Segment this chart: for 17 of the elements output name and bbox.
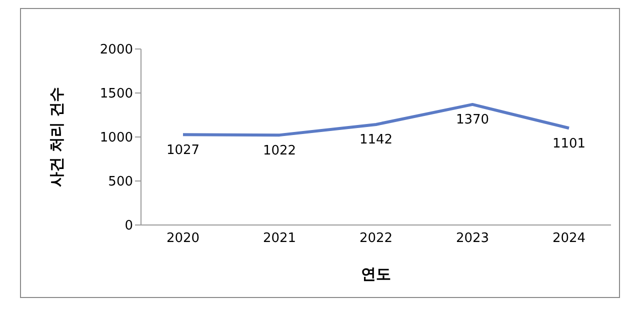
- y-tick-label: 1000: [100, 130, 133, 146]
- data-label: 1101: [552, 136, 586, 152]
- x-tick-label: 2020: [166, 231, 200, 246]
- y-tick-label: 2000: [100, 42, 133, 58]
- data-label: 1370: [456, 112, 490, 128]
- x-tick-label: 2023: [456, 231, 490, 246]
- y-tick-label: 1500: [100, 86, 133, 102]
- data-label: 1142: [359, 132, 393, 148]
- y-axis-title: 사건 처리 건수: [47, 86, 66, 188]
- data-label: 1027: [166, 142, 200, 158]
- y-tick-label: 0: [124, 218, 133, 234]
- x-tick-label: 2022: [359, 231, 393, 246]
- y-tick-label: 500: [108, 174, 133, 190]
- x-tick-label: 2024: [552, 231, 586, 246]
- x-axis-title: 연도: [361, 265, 391, 283]
- data-label: 1022: [262, 143, 296, 158]
- x-tick-label: 2021: [262, 231, 296, 246]
